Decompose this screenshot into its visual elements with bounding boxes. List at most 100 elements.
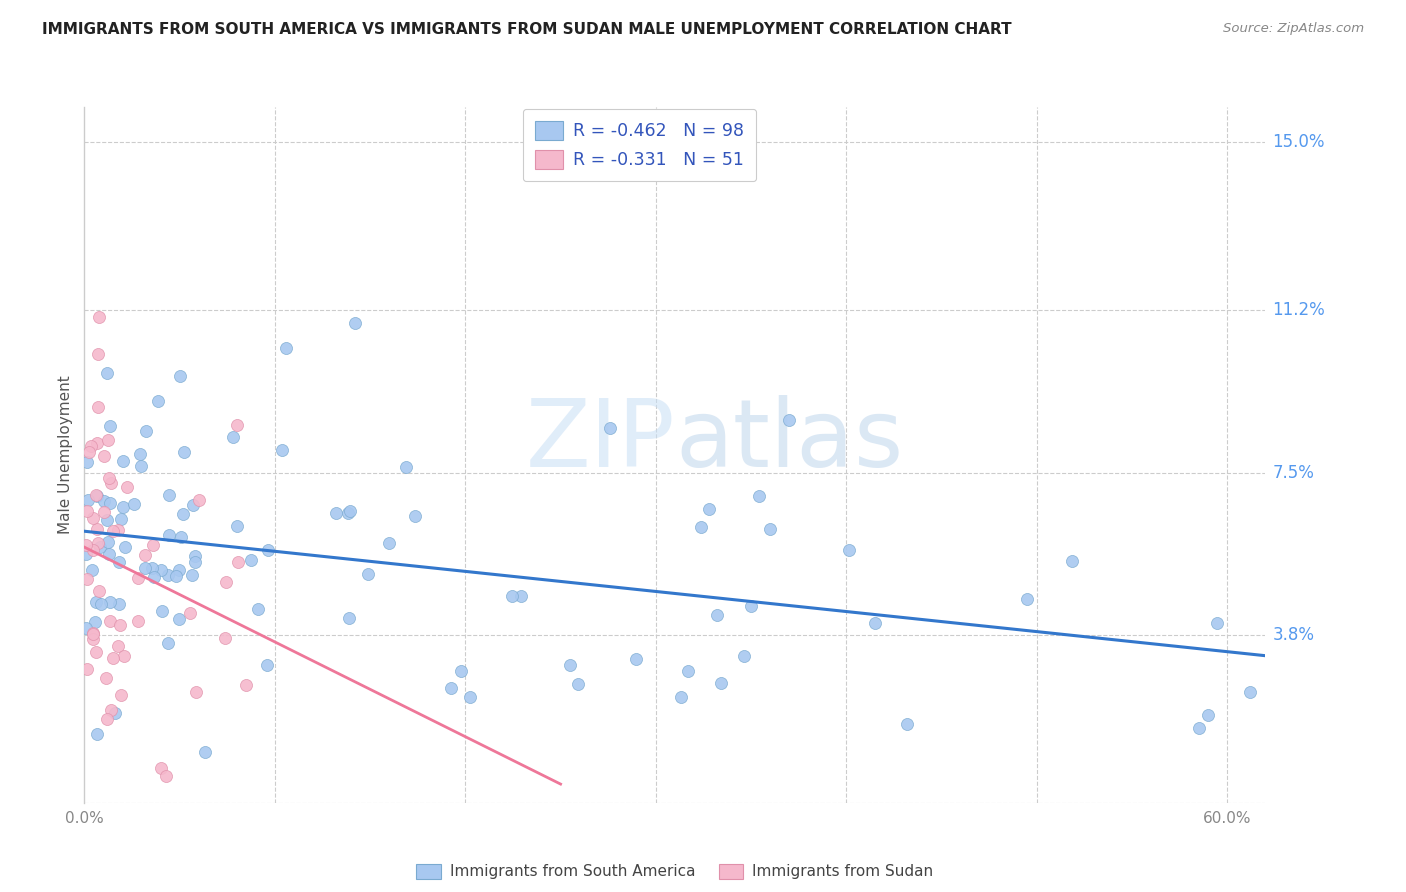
Point	[690, 520, 713, 534]
Point	[96, 367, 118, 381]
Point	[378, 535, 401, 549]
Point	[758, 522, 780, 536]
Point	[101, 651, 124, 665]
Point	[167, 563, 190, 577]
Point	[98, 419, 121, 434]
Point	[343, 316, 366, 330]
Point	[181, 498, 204, 512]
Point	[599, 421, 621, 435]
Point	[159, 488, 181, 502]
Point	[100, 475, 122, 490]
Point	[142, 538, 165, 552]
Point	[117, 480, 139, 494]
Point	[225, 417, 247, 432]
Point	[1197, 707, 1219, 722]
Point	[107, 523, 129, 537]
Point	[395, 460, 418, 475]
Point	[567, 677, 589, 691]
Point	[93, 493, 115, 508]
Point	[86, 489, 108, 503]
Point	[89, 540, 111, 554]
Point	[76, 454, 98, 468]
Y-axis label: Male Unemployment: Male Unemployment	[58, 376, 73, 534]
Point	[82, 632, 104, 647]
Point	[226, 555, 249, 569]
Point	[112, 454, 135, 468]
Point	[76, 662, 98, 676]
Point	[1188, 721, 1211, 735]
Point	[339, 503, 361, 517]
Point	[440, 681, 463, 695]
Point	[141, 561, 163, 575]
Point	[110, 688, 132, 702]
Point	[107, 639, 129, 653]
Point	[157, 527, 180, 541]
Point	[75, 621, 97, 635]
Point	[1060, 554, 1083, 568]
Point	[740, 599, 762, 614]
Point	[87, 401, 110, 415]
Point	[97, 433, 120, 447]
Point	[225, 519, 247, 533]
Text: atlas: atlas	[675, 395, 903, 487]
Point	[86, 436, 108, 450]
Point	[194, 745, 217, 759]
Point	[257, 542, 280, 557]
Point	[82, 627, 104, 641]
Point	[97, 547, 120, 561]
Text: 11.2%: 11.2%	[1272, 301, 1326, 318]
Point	[271, 443, 294, 458]
Point	[458, 690, 481, 705]
Point	[676, 664, 699, 678]
Point	[184, 684, 207, 698]
Point	[82, 626, 104, 640]
Point	[93, 505, 115, 519]
Point	[134, 548, 156, 562]
Point	[86, 727, 108, 741]
Point	[167, 612, 190, 626]
Point	[127, 572, 149, 586]
Point	[173, 445, 195, 459]
Legend: Immigrants from South America, Immigrants from Sudan: Immigrants from South America, Immigrant…	[411, 858, 939, 886]
Point	[838, 543, 860, 558]
Point	[86, 346, 108, 360]
Point	[98, 615, 121, 629]
Point	[108, 618, 131, 632]
Point	[76, 504, 98, 518]
Point	[80, 563, 103, 577]
Point	[357, 567, 380, 582]
Point	[239, 553, 262, 567]
Point	[76, 572, 98, 586]
Point	[124, 497, 146, 511]
Point	[181, 568, 204, 582]
Point	[87, 310, 110, 325]
Point	[697, 502, 720, 516]
Point	[710, 675, 733, 690]
Point	[150, 604, 173, 618]
Point	[404, 509, 426, 524]
Point	[558, 658, 581, 673]
Point	[325, 506, 347, 520]
Point	[149, 761, 172, 775]
Point	[169, 530, 191, 544]
Point	[778, 413, 800, 427]
Point	[112, 648, 135, 663]
Point	[75, 538, 97, 552]
Point	[97, 471, 120, 485]
Point	[246, 601, 269, 615]
Point	[624, 652, 647, 666]
Text: 3.8%: 3.8%	[1272, 626, 1315, 644]
Point	[214, 632, 236, 646]
Point	[863, 615, 886, 630]
Point	[733, 649, 755, 664]
Point	[166, 569, 188, 583]
Point	[111, 500, 134, 515]
Point	[127, 614, 149, 628]
Point	[146, 393, 169, 408]
Point	[98, 595, 121, 609]
Point	[179, 606, 201, 620]
Point	[96, 671, 118, 685]
Point	[450, 664, 472, 678]
Point	[87, 584, 110, 599]
Point	[110, 512, 132, 526]
